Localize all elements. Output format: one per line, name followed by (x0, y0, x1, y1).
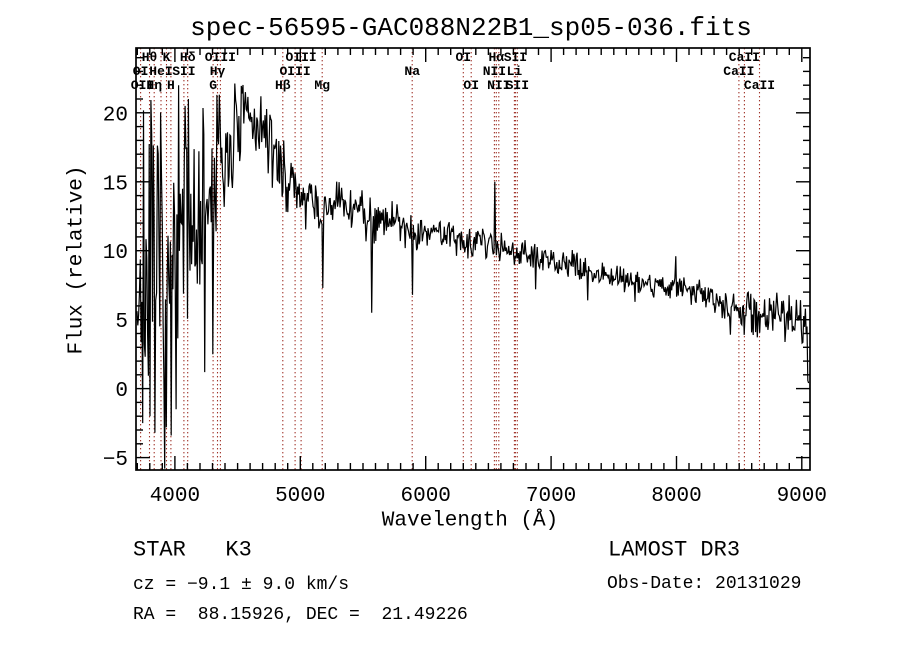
x-tick-label: 7000 (526, 485, 576, 508)
y-tick-label: 0 (115, 380, 128, 403)
line-label: G (209, 78, 217, 93)
x-tick-label: 8000 (651, 485, 701, 508)
line-label: OIII (285, 50, 316, 65)
y-tick-label: −5 (103, 449, 128, 472)
line-label: OI (455, 50, 471, 65)
x-tick-label: 4000 (150, 485, 200, 508)
y-tick-label: 15 (103, 173, 128, 196)
line-label: Hβ (275, 78, 291, 93)
x-tick-label: 9000 (777, 485, 827, 508)
line-label: Hα (488, 50, 504, 65)
line-label: OI (133, 64, 149, 79)
line-label: OIII (279, 64, 310, 79)
line-label: OI (463, 78, 479, 93)
line-label: OII (131, 78, 154, 93)
ra-dec-text: RA = 88.15926, DEC = 21.49226 (133, 605, 468, 625)
line-label: SII (504, 50, 527, 65)
line-label: Hγ (210, 64, 226, 79)
line-label: SII (172, 64, 195, 79)
line-label: CaII (723, 64, 754, 79)
line-label: CaII (744, 78, 775, 93)
y-tick-label: 10 (103, 242, 128, 265)
line-label: Hθ (142, 50, 158, 65)
y-tick-label: 20 (103, 104, 128, 127)
line-label: OIII (205, 50, 236, 65)
line-label: Hη (146, 78, 162, 93)
plot-border (135, 47, 811, 471)
obs-date-text: Obs-Date: 20131029 (607, 574, 802, 594)
x-tick-label: 5000 (275, 485, 325, 508)
line-label: HeI (149, 64, 172, 79)
survey-name-text: LAMOST DR3 (608, 537, 741, 563)
plot-title: spec-56595-GAC088N22B1_sp05-036.fits (190, 13, 752, 43)
object-class-text: STAR K3 (133, 537, 252, 563)
line-label: NII (483, 64, 506, 79)
line-label: CaII (729, 50, 760, 65)
line-label: K (163, 50, 171, 65)
x-tick-label: 6000 (400, 485, 450, 508)
line-label: H (167, 78, 175, 93)
line-label: Hδ (180, 50, 196, 65)
line-label: SII (506, 78, 529, 93)
x-axis-label: Wavelength (Å) (381, 509, 559, 533)
line-label: Na (404, 64, 420, 79)
line-label: Mg (314, 78, 330, 93)
line-label: NII (487, 78, 510, 93)
y-tick-label: 5 (115, 311, 128, 334)
spectrum-line (136, 83, 810, 469)
line-label: Li (507, 64, 523, 79)
cz-velocity-text: cz = −9.1 ± 9.0 km/s (133, 575, 350, 595)
